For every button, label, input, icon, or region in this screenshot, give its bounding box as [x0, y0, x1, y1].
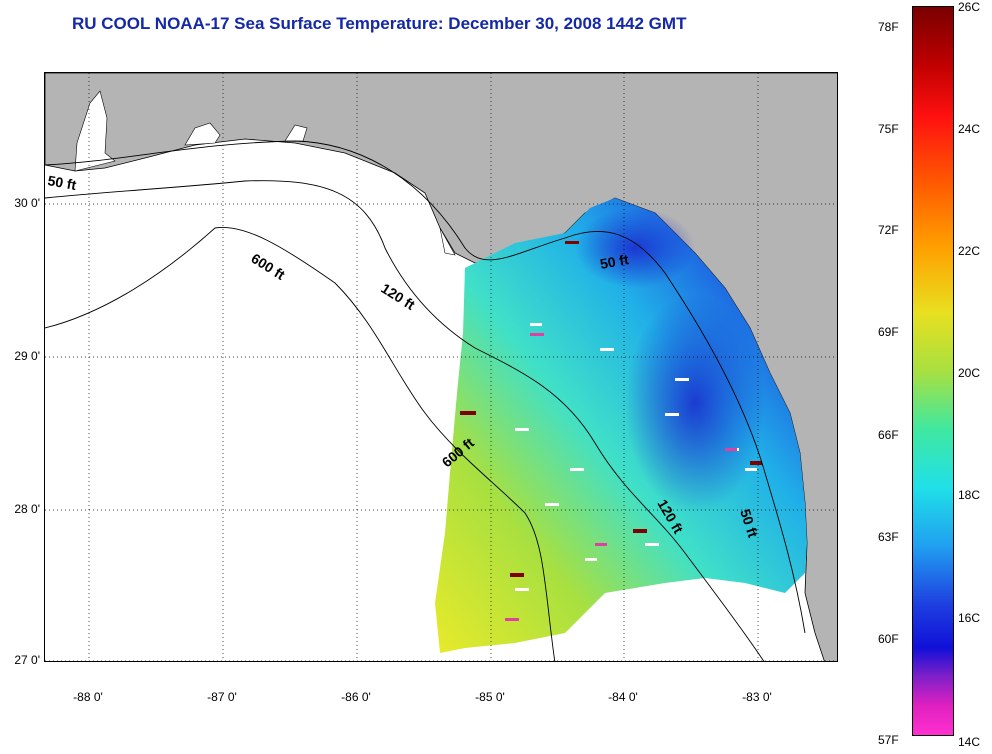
- contour-label: 50 ft: [46, 172, 77, 193]
- colorbar-f-label: 60F: [878, 632, 899, 646]
- lon-label: -85 0': [475, 690, 505, 704]
- graticule: [45, 73, 837, 661]
- bay: [184, 122, 221, 146]
- temperature-colorbar: [912, 6, 954, 736]
- bay: [439, 227, 456, 256]
- map-title: RU COOL NOAA-17 Sea Surface Temperature:…: [72, 14, 687, 33]
- sst-map[interactable]: 50 ft 600 ft 120 ft 50 ft 600 ft 120 ft …: [44, 72, 838, 662]
- sst-map-canvas: 50 ft 600 ft 120 ft 50 ft 600 ft 120 ft …: [45, 73, 837, 661]
- colorbar-f-label: 57F: [878, 733, 899, 747]
- colorbar-f-label: 78F: [878, 20, 899, 34]
- colorbar-c-label: 24C: [958, 122, 981, 136]
- contour-label: 50 ft: [599, 251, 630, 272]
- isobaths: [45, 140, 806, 661]
- lon-label: -87 0': [207, 690, 237, 704]
- colorbar-c-label: 26C: [958, 0, 981, 14]
- colorbar-f-label: 72F: [878, 223, 899, 237]
- colorbar-c-label: 20C: [958, 366, 981, 380]
- colorbar-f-label: 63F: [878, 530, 899, 544]
- colorbar-c-label: 18C: [958, 488, 981, 502]
- colorbar-f-label: 66F: [878, 428, 899, 442]
- cold-core: [575, 208, 695, 288]
- bay: [74, 90, 116, 172]
- lat-label: 28 0': [14, 502, 40, 516]
- colorbar-f-label: 69F: [878, 325, 899, 339]
- lon-label: -86 0': [341, 690, 371, 704]
- lon-label: -88 0': [73, 690, 103, 704]
- lat-label: 29 0': [14, 349, 40, 363]
- lat-label: 27 0': [14, 653, 40, 667]
- cloud-patches: [515, 323, 757, 591]
- warm-speckles: [460, 241, 762, 577]
- contour-label: 120 ft: [378, 280, 418, 313]
- pink-speckles: [505, 333, 737, 621]
- contour-label: 600 ft: [248, 250, 288, 283]
- colorbar-c-label: 22C: [958, 244, 981, 258]
- lon-label: -84 0': [608, 690, 638, 704]
- cold-core: [625, 293, 765, 513]
- colorbar-f-label: 75F: [878, 122, 899, 136]
- colorbar-c-label: 16C: [958, 611, 981, 625]
- lon-label: -83 0': [742, 690, 772, 704]
- lat-label: 30 0': [14, 196, 40, 210]
- colorbar-c-label: 14C: [958, 735, 981, 749]
